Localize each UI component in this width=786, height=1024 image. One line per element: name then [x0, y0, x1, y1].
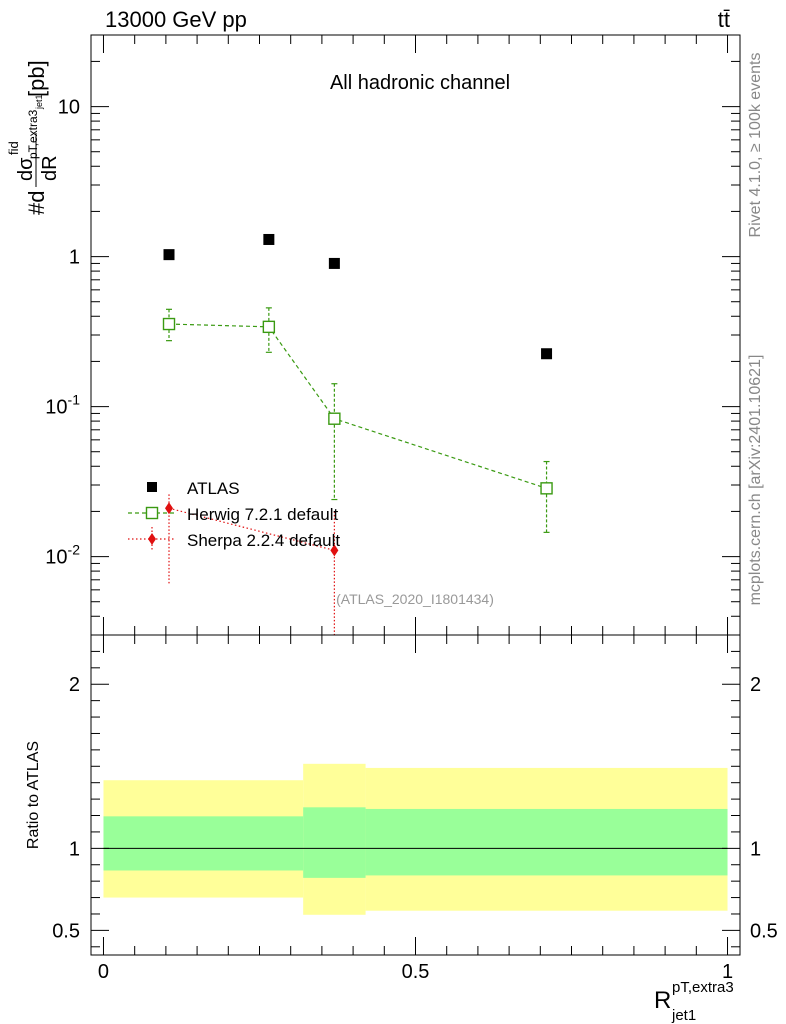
legend-herwig-label: Herwig 7.2.1 default — [187, 505, 338, 524]
herwig-point — [328, 412, 341, 425]
atlas-point — [263, 233, 275, 245]
ylabel-prefix: #d — [24, 191, 49, 215]
header-process-label: tt̄ — [718, 7, 730, 32]
herwig-point — [262, 320, 276, 334]
ratio-y-tick-label-right: 0.5 — [750, 920, 778, 942]
ratio-y-tick-label-left: 0.5 — [52, 920, 80, 942]
chart-title: All hadronic channel — [330, 72, 510, 94]
ratio-y-tick-label-right: 2 — [750, 674, 761, 696]
legend-sherpa-marker — [148, 533, 156, 545]
herwig-line — [168, 323, 547, 489]
ylabel-numerator-sub: pT,extra3 — [26, 109, 40, 159]
ratio-plot-panel: 0.5 0.51 12 2 0 0.5 1 Ratio to ATLAS — [25, 634, 778, 983]
y-tick-base: 10 — [45, 547, 67, 569]
ylabel-numerator-sup: fid — [6, 141, 21, 155]
y-tick-exponent: -2 — [68, 542, 81, 558]
ratio-axis-ticks — [91, 635, 740, 955]
y-tick-label: 10-1 — [45, 392, 80, 419]
y-tick-exponent: -1 — [68, 392, 81, 408]
analysis-watermark: (ATLAS_2020_I1801434) — [336, 591, 494, 607]
ratio-y-tick-labels: 0.5 0.5 1 1 2 2 — [52, 674, 778, 942]
herwig-series — [162, 307, 553, 533]
rivet-version-label: Rivet 4.1.0, ≥ 100k events — [747, 53, 764, 238]
ylabel-numerator-sub2: jet1 — [34, 94, 44, 110]
legend: ATLAS Herwig 7.2.1 default Sherpa 2.2.4 de… — [128, 479, 340, 551]
sherpa-point — [330, 544, 339, 557]
ylabel-unit: [pb] — [24, 60, 49, 97]
herwig-point — [162, 317, 176, 331]
atlas-point — [541, 348, 553, 360]
header-energy-label: 13000 GeV pp — [105, 7, 247, 32]
y-tick-label: 10 — [58, 97, 80, 119]
herwig-point — [540, 482, 553, 495]
main-axis-ticks — [91, 34, 740, 636]
y-tick-label: 10-2 — [45, 542, 80, 569]
svg-text:#d: #d — [24, 191, 49, 215]
x-tick-label: 1 — [722, 961, 733, 983]
ratio-y-axis-label: Ratio to ATLAS — [25, 741, 42, 849]
atlas-point — [163, 249, 175, 261]
atlas-series — [163, 233, 553, 360]
x-tick-labels: 0 0.5 1 — [98, 961, 733, 983]
y-tick-label: 1 — [69, 247, 80, 269]
ratio-y-tick-label-right: 1 — [750, 838, 761, 860]
x-tick-label: 0 — [98, 961, 109, 983]
y-tick-base: 10 — [58, 97, 80, 119]
x-axis-label: R pT,extra3 jet1 — [654, 979, 734, 1024]
ratio-inner-band — [365, 808, 728, 876]
y-tick-base: 10 — [45, 397, 67, 419]
x-tick-label: 0.5 — [402, 961, 430, 983]
y-tick-base: 1 — [69, 247, 80, 269]
legend-atlas-label: ATLAS — [187, 479, 240, 498]
xlabel-main: R — [654, 987, 671, 1014]
sherpa-point — [165, 502, 174, 515]
sherpa-line — [168, 507, 335, 551]
ratio-y-tick-label-left: 1 — [69, 838, 80, 860]
sherpa-series — [165, 494, 339, 635]
ylabel-denominator: dR — [39, 155, 61, 181]
main-y-axis-label: #d dσ fid pT,extra3 jet1 dR [pb] — [6, 60, 61, 215]
legend-sherpa-label: Sherpa 2.2.4 default — [187, 531, 340, 550]
ratio-y-tick-label-left: 2 — [69, 674, 80, 696]
mcplots-label: mcplots.cern.ch [arXiv:2401.10621] — [747, 355, 764, 606]
xlabel-subscript: jet1 — [671, 1007, 696, 1024]
ratio-inner-band — [103, 816, 304, 871]
ylabel-numerator: dσ — [15, 157, 37, 181]
legend-atlas-marker — [147, 482, 157, 492]
xlabel-superscript: pT,extra3 — [672, 979, 734, 996]
atlas-point — [328, 257, 340, 269]
ratio-inner-band — [303, 807, 366, 878]
legend-herwig-marker — [145, 506, 159, 520]
ratio-bands — [103, 763, 728, 915]
